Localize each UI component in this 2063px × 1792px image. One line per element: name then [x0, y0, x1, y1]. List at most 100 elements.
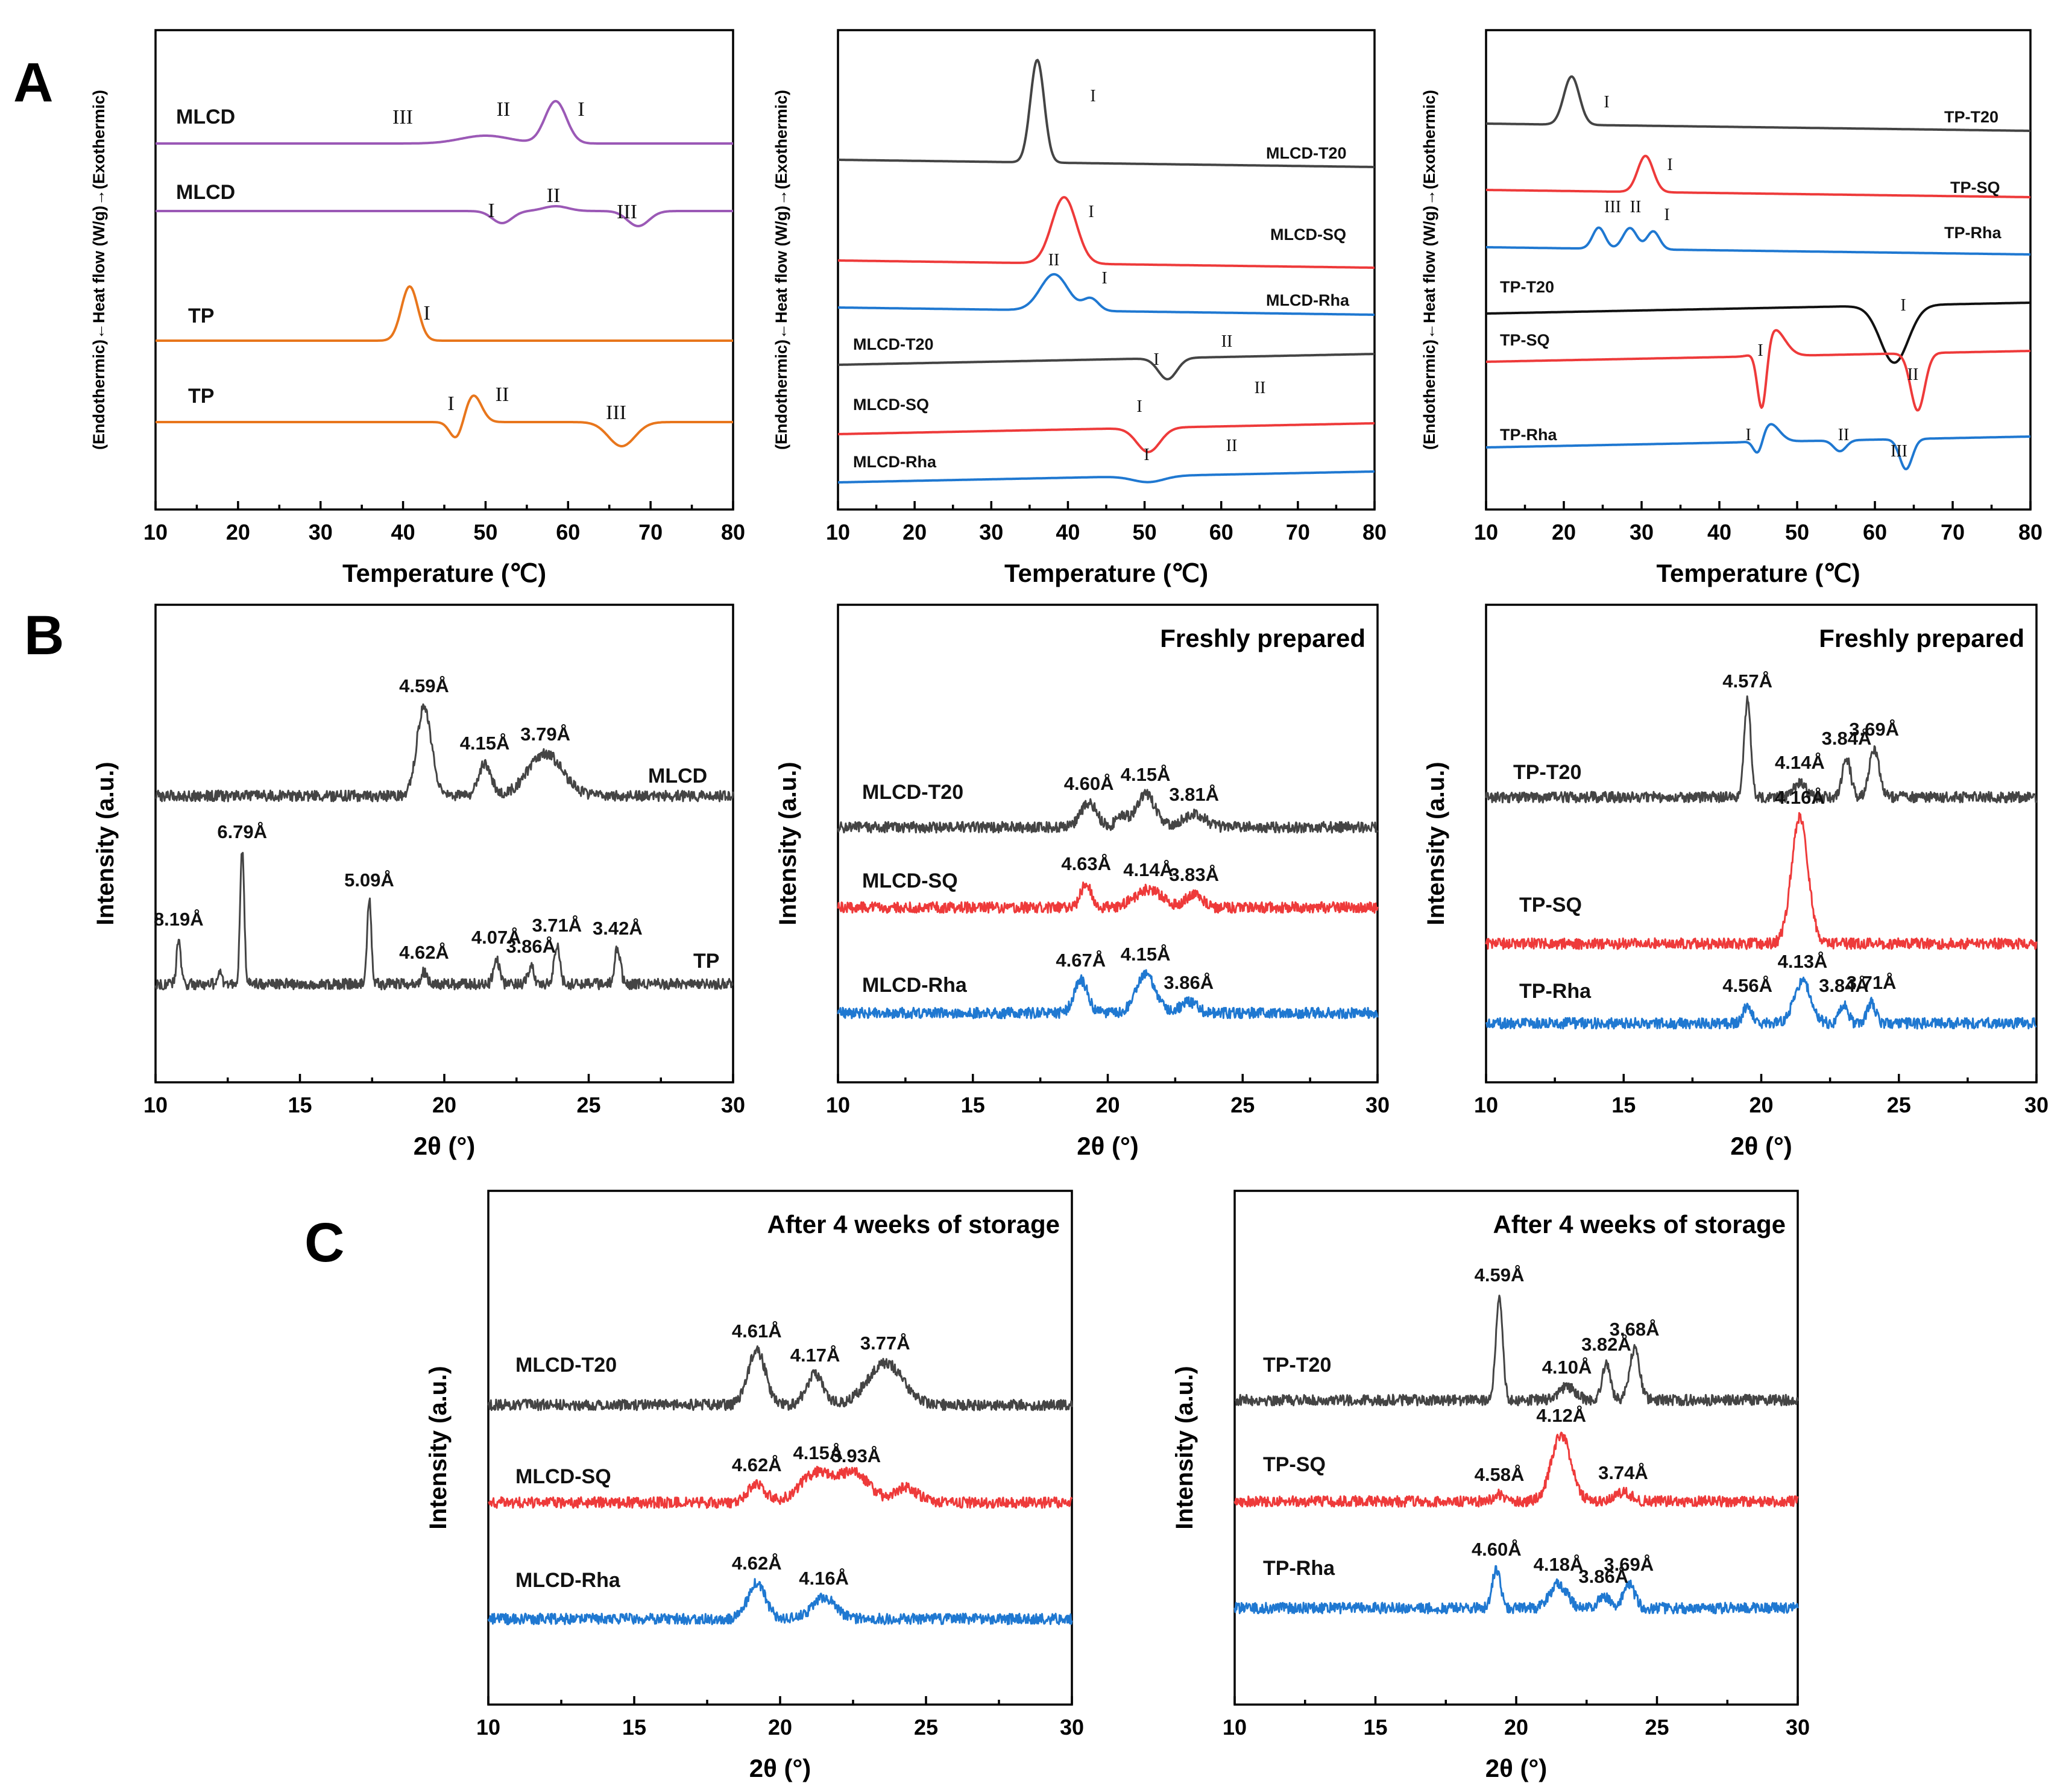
series-label: TP-T20: [1944, 108, 1998, 126]
x-tick-label: 60: [1863, 520, 1887, 544]
peak-label: II: [1255, 379, 1266, 397]
series-label: MLCD: [176, 181, 235, 204]
peak-label: 4.60Å: [1064, 773, 1114, 794]
series-line-mlcd-t20: [837, 789, 1379, 834]
series-line-tp-sq: [1485, 329, 2031, 412]
peak-label: 4.15Å: [1121, 764, 1171, 785]
x-tick-label: 80: [2018, 520, 2043, 544]
x-tick-label: 20: [1552, 520, 1576, 544]
series-line-tp: [154, 851, 734, 991]
x-tick-label: 20: [1749, 1093, 1773, 1117]
series-label: MLCD: [176, 106, 235, 128]
x-axis-label: 2θ (°): [1730, 1132, 1792, 1160]
x-axis-label: Temperature (℃): [1004, 559, 1208, 587]
peak-label: III: [392, 106, 413, 128]
x-axis-label: 2θ (°): [1485, 1754, 1548, 1782]
peak-label: 3.69Å: [1604, 1554, 1654, 1575]
peak-label: 4.62Å: [399, 942, 449, 963]
chart-a1: 10 20 30 40 50 60 70 80 Temperature (℃) (Endother…: [90, 29, 745, 587]
chart-b2: 10 15 20 25 30 2θ (°) Intensity (a.u.) Freshly …: [775, 604, 1390, 1160]
panel-letter-b: B: [24, 605, 64, 666]
x-tick-label: 20: [768, 1715, 792, 1740]
series-label: TP-Rha: [1519, 980, 1592, 1003]
x-tick-label: 30: [1630, 520, 1654, 544]
x-tick-label: 25: [1230, 1093, 1255, 1117]
series-label: MLCD: [648, 765, 707, 787]
peak-label: 3.71Å: [1847, 972, 1897, 993]
x-axis-label: Temperature (℃): [342, 559, 546, 587]
series-label: MLCD-T20: [853, 335, 934, 353]
x-tick-label: 30: [2024, 1093, 2049, 1117]
x-tick-label: 10: [143, 520, 168, 544]
x-tick-label: 20: [1095, 1093, 1120, 1117]
peak-label: 4.58Å: [1475, 1464, 1525, 1485]
peak-label: 4.15Å: [793, 1442, 843, 1463]
peak-label: 4.10Å: [1542, 1357, 1592, 1378]
x-tick-label: 50: [473, 520, 497, 544]
series-label: TP-T20: [1263, 1354, 1331, 1377]
x-tick-label: 80: [1362, 520, 1387, 544]
peak-label: 3.81Å: [1169, 784, 1219, 805]
x-axis-label: 2θ (°): [749, 1754, 811, 1782]
peak-label: 4.17Å: [790, 1345, 840, 1366]
peak-label: III: [617, 201, 637, 223]
peak-label: 4.62Å: [732, 1454, 782, 1475]
x-tick-label: 30: [1786, 1715, 1810, 1740]
series-label: MLCD-Rha: [1266, 291, 1350, 309]
x-tick-label: 10: [826, 1093, 850, 1117]
peak-label: 3.77Å: [860, 1333, 910, 1354]
peak-label: 3.42Å: [593, 918, 643, 939]
series-line-mlcd-t20: [837, 353, 1375, 380]
series-label: TP-SQ: [1500, 331, 1550, 349]
peak-label: 4.15Å: [1121, 944, 1171, 965]
peak-label: 3.82Å: [1581, 1334, 1631, 1355]
y-axis-label: Intensity (a.u.): [425, 1366, 452, 1529]
peak-label: III: [1604, 198, 1621, 216]
y-axis-label: Intensity (a.u.): [1171, 1366, 1198, 1529]
peak-label: 5.09Å: [344, 869, 394, 891]
peak-label: 4.57Å: [1722, 670, 1772, 692]
x-tick-label: 15: [1363, 1715, 1387, 1740]
peak-label: 4.18Å: [1534, 1554, 1584, 1575]
series-line-tp: [155, 285, 734, 342]
peak-label: II: [1226, 437, 1238, 455]
x-tick-label: 30: [1365, 1093, 1390, 1117]
x-tick-label: 25: [914, 1715, 938, 1740]
chart-a3: 10 20 30 40 50 60 70 80 Temperature (℃) (Endother…: [1420, 29, 2043, 587]
series-label: MLCD-T20: [862, 781, 963, 804]
x-tick-label: 30: [1060, 1715, 1084, 1740]
x-tick-label: 15: [961, 1093, 985, 1117]
peak-label: II: [497, 98, 511, 121]
x-tick-label: 50: [1133, 520, 1157, 544]
peak-label: 3.93Å: [831, 1445, 881, 1466]
peak-label: 3.86Å: [1164, 972, 1214, 993]
x-tick-label: 70: [1286, 520, 1310, 544]
series-line-mlcd-rha: [837, 470, 1375, 484]
peak-label: 4.13Å: [1778, 951, 1828, 972]
series-line-tp-t20: [1485, 695, 2038, 804]
peak-label: I: [1667, 156, 1672, 174]
chart-b3: 10 15 20 25 30 2θ (°) Intensity (a.u.) Freshly …: [1423, 604, 2049, 1160]
x-axis-label: Temperature (℃): [1656, 559, 1860, 587]
series-line-mlcd-rha: [837, 969, 1379, 1020]
peak-label: 4.16Å: [799, 1568, 849, 1589]
chart-title: After 4 weeks of storage: [767, 1210, 1060, 1238]
series-line-mlcd: [155, 205, 734, 227]
y-axis-label: Intensity (a.u.): [1423, 762, 1449, 925]
plot-frame: [154, 29, 734, 511]
series-line-tp: [155, 394, 734, 447]
x-tick-label: 25: [1645, 1715, 1669, 1740]
peak-label: 4.61Å: [732, 1320, 782, 1342]
peak-label: 3.69Å: [1849, 719, 1899, 740]
series-line-tp-t20: [1485, 301, 2031, 364]
series-label: MLCD-T20: [1266, 144, 1347, 162]
peak-label: 3.84Å: [1822, 728, 1872, 749]
series-line-mlcd-t20: [837, 58, 1375, 168]
x-tick-label: 25: [1887, 1093, 1911, 1117]
chart-title: Freshly prepared: [1160, 624, 1365, 652]
series-line-mlcd-t20: [487, 1345, 1073, 1412]
series-label: TP: [693, 950, 719, 973]
x-tick-label: 20: [226, 520, 250, 544]
series-label: MLCD-Rha: [853, 453, 937, 471]
peak-label: 4.67Å: [1056, 950, 1106, 971]
